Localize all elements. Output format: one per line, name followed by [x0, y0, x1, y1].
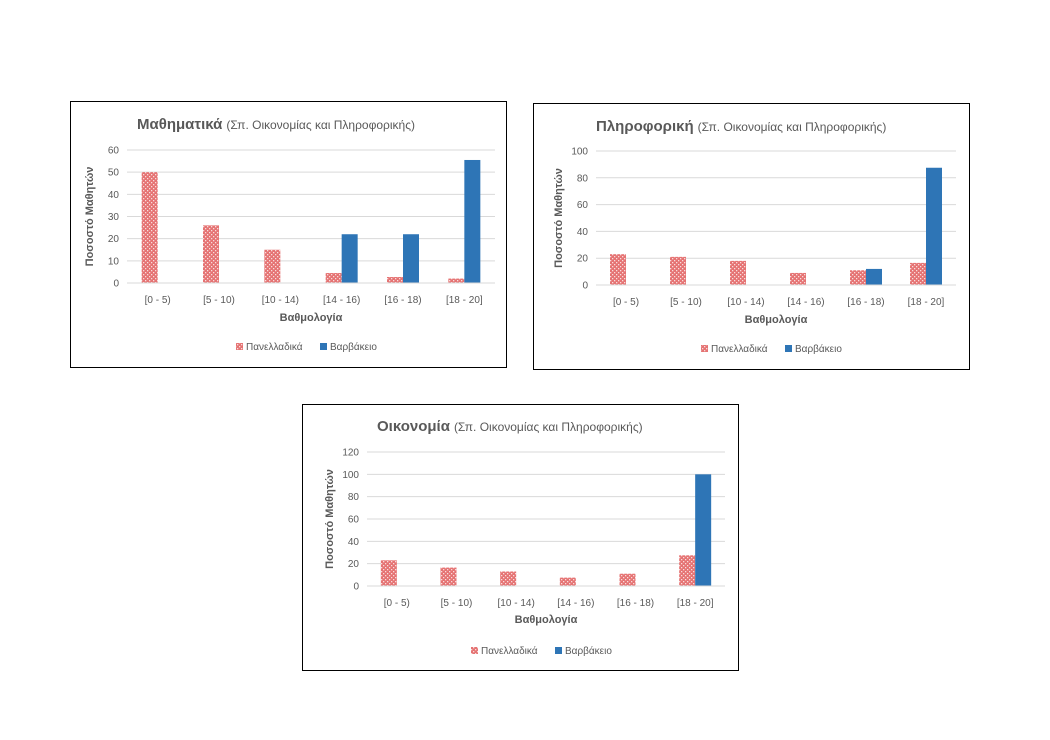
- bar-varvakeio: [866, 268, 882, 285]
- x-axis-title: Βαθμολογία: [280, 312, 343, 324]
- x-axis-title: Βαθμολογία: [745, 314, 808, 326]
- x-tick-label: [10 - 14): [262, 295, 299, 306]
- x-tick-label: [0 - 5): [384, 598, 410, 609]
- chart-title: Οικονομία (Σπ. Οικονομίας και Πληροφορική…: [377, 418, 643, 435]
- chart-title: Πληροφορική (Σπ. Οικονομίας και Πληροφορι…: [596, 118, 886, 135]
- bar-panelladika: [619, 573, 636, 586]
- y-tick-label: 100: [342, 470, 359, 481]
- chart-informatics: Πληροφορική (Σπ. Οικονομίας και Πληροφορι…: [533, 103, 970, 370]
- bar-panelladika: [380, 560, 397, 586]
- y-tick-label: 20: [577, 254, 589, 265]
- x-tick-label: [5 - 10): [203, 295, 235, 306]
- y-tick-label: 50: [108, 168, 120, 179]
- legend-swatch-varvakeio: [555, 647, 562, 654]
- x-tick-label: [0 - 5): [145, 295, 171, 306]
- bar-panelladika: [559, 577, 576, 586]
- bar-panelladika: [203, 225, 219, 283]
- legend-label-varvakeio: Βαρβάκειο: [795, 343, 842, 355]
- chart-mathematics: Μαθηματικά (Σπ. Οικονομίας και Πληροφορικ…: [70, 101, 507, 368]
- chart-economics: Οικονομία (Σπ. Οικονομίας και Πληροφορική…: [302, 404, 739, 671]
- bar-varvakeio: [464, 159, 481, 283]
- x-tick-label: [16 - 18): [384, 295, 421, 306]
- y-tick-label: 0: [113, 279, 119, 290]
- y-tick-label: 80: [577, 173, 589, 184]
- legend-swatch-panelladika: [701, 345, 708, 352]
- x-tick-label: [10 - 14): [727, 297, 764, 308]
- x-tick-label: [0 - 5): [613, 297, 639, 308]
- x-tick-label: [14 - 16): [323, 295, 360, 306]
- bar-panelladika: [500, 571, 517, 586]
- legend-label-panelladika: Πανελλαδικά: [711, 343, 768, 355]
- x-tick-label: [16 - 18): [847, 297, 884, 308]
- y-axis-title: Ποσοστό Μαθητών: [324, 469, 336, 569]
- bar-panelladika: [387, 277, 403, 283]
- y-tick-label: 40: [348, 537, 360, 548]
- bar-varvakeio: [341, 234, 358, 283]
- bar-panelladika: [850, 270, 866, 285]
- bar-panelladika: [325, 273, 342, 283]
- chart-svg: Πληροφορική (Σπ. Οικονομίας και Πληροφορι…: [553, 118, 956, 355]
- bar-panelladika: [670, 256, 686, 285]
- x-tick-label: [14 - 16): [787, 297, 824, 308]
- y-tick-label: 30: [108, 212, 120, 223]
- x-axis-title: Βαθμολογία: [515, 614, 578, 626]
- y-tick-label: 40: [108, 190, 120, 201]
- bar-panelladika: [440, 567, 457, 586]
- y-tick-label: 60: [348, 515, 360, 526]
- x-tick-label: [16 - 18): [617, 598, 654, 609]
- chart-svg: Οικονομία (Σπ. Οικονομίας και Πληροφορική…: [324, 418, 725, 657]
- x-tick-label: [14 - 16): [557, 598, 594, 609]
- legend-swatch-panelladika: [236, 343, 243, 350]
- bar-panelladika: [141, 172, 158, 283]
- chart-svg: Μαθηματικά (Σπ. Οικονομίας και Πληροφορικ…: [84, 116, 495, 353]
- y-tick-label: 80: [348, 492, 360, 503]
- legend-label-varvakeio: Βαρβάκειο: [330, 341, 377, 353]
- y-tick-label: 0: [353, 582, 359, 593]
- y-axis-title: Ποσοστό Μαθητών: [553, 168, 565, 268]
- legend-label-panelladika: Πανελλαδικά: [246, 341, 303, 353]
- y-tick-label: 10: [108, 256, 120, 267]
- x-tick-label: [5 - 10): [441, 598, 473, 609]
- chart-title: Μαθηματικά (Σπ. Οικονομίας και Πληροφορικ…: [137, 116, 415, 133]
- bar-panelladika: [730, 260, 746, 285]
- legend-label-panelladika: Πανελλαδικά: [481, 645, 538, 657]
- bar-panelladika: [448, 278, 465, 283]
- bar-panelladika: [610, 254, 626, 285]
- y-tick-label: 20: [348, 559, 360, 570]
- x-tick-label: [10 - 14): [498, 598, 535, 609]
- legend-label-varvakeio: Βαρβάκειο: [565, 645, 612, 657]
- bar-varvakeio: [695, 474, 712, 586]
- bar-varvakeio: [926, 167, 942, 285]
- y-tick-label: 60: [577, 200, 589, 211]
- y-tick-label: 100: [571, 147, 588, 158]
- y-tick-label: 40: [577, 227, 589, 238]
- bar-varvakeio: [403, 234, 419, 283]
- x-tick-label: [18 - 20]: [677, 598, 714, 609]
- legend-swatch-varvakeio: [320, 343, 327, 350]
- bar-panelladika: [264, 249, 281, 283]
- y-tick-label: 60: [108, 146, 120, 157]
- x-tick-label: [5 - 10): [670, 297, 702, 308]
- x-tick-label: [18 - 20]: [446, 295, 483, 306]
- x-tick-label: [18 - 20]: [908, 297, 945, 308]
- bar-panelladika: [910, 262, 926, 285]
- y-tick-label: 0: [582, 281, 588, 292]
- y-tick-label: 20: [108, 234, 120, 245]
- y-axis-title: Ποσοστό Μαθητών: [84, 167, 96, 267]
- legend-swatch-varvakeio: [785, 345, 792, 352]
- legend-swatch-panelladika: [471, 647, 478, 654]
- bar-panelladika: [679, 555, 696, 586]
- y-tick-label: 120: [342, 448, 359, 459]
- bar-panelladika: [790, 272, 806, 285]
